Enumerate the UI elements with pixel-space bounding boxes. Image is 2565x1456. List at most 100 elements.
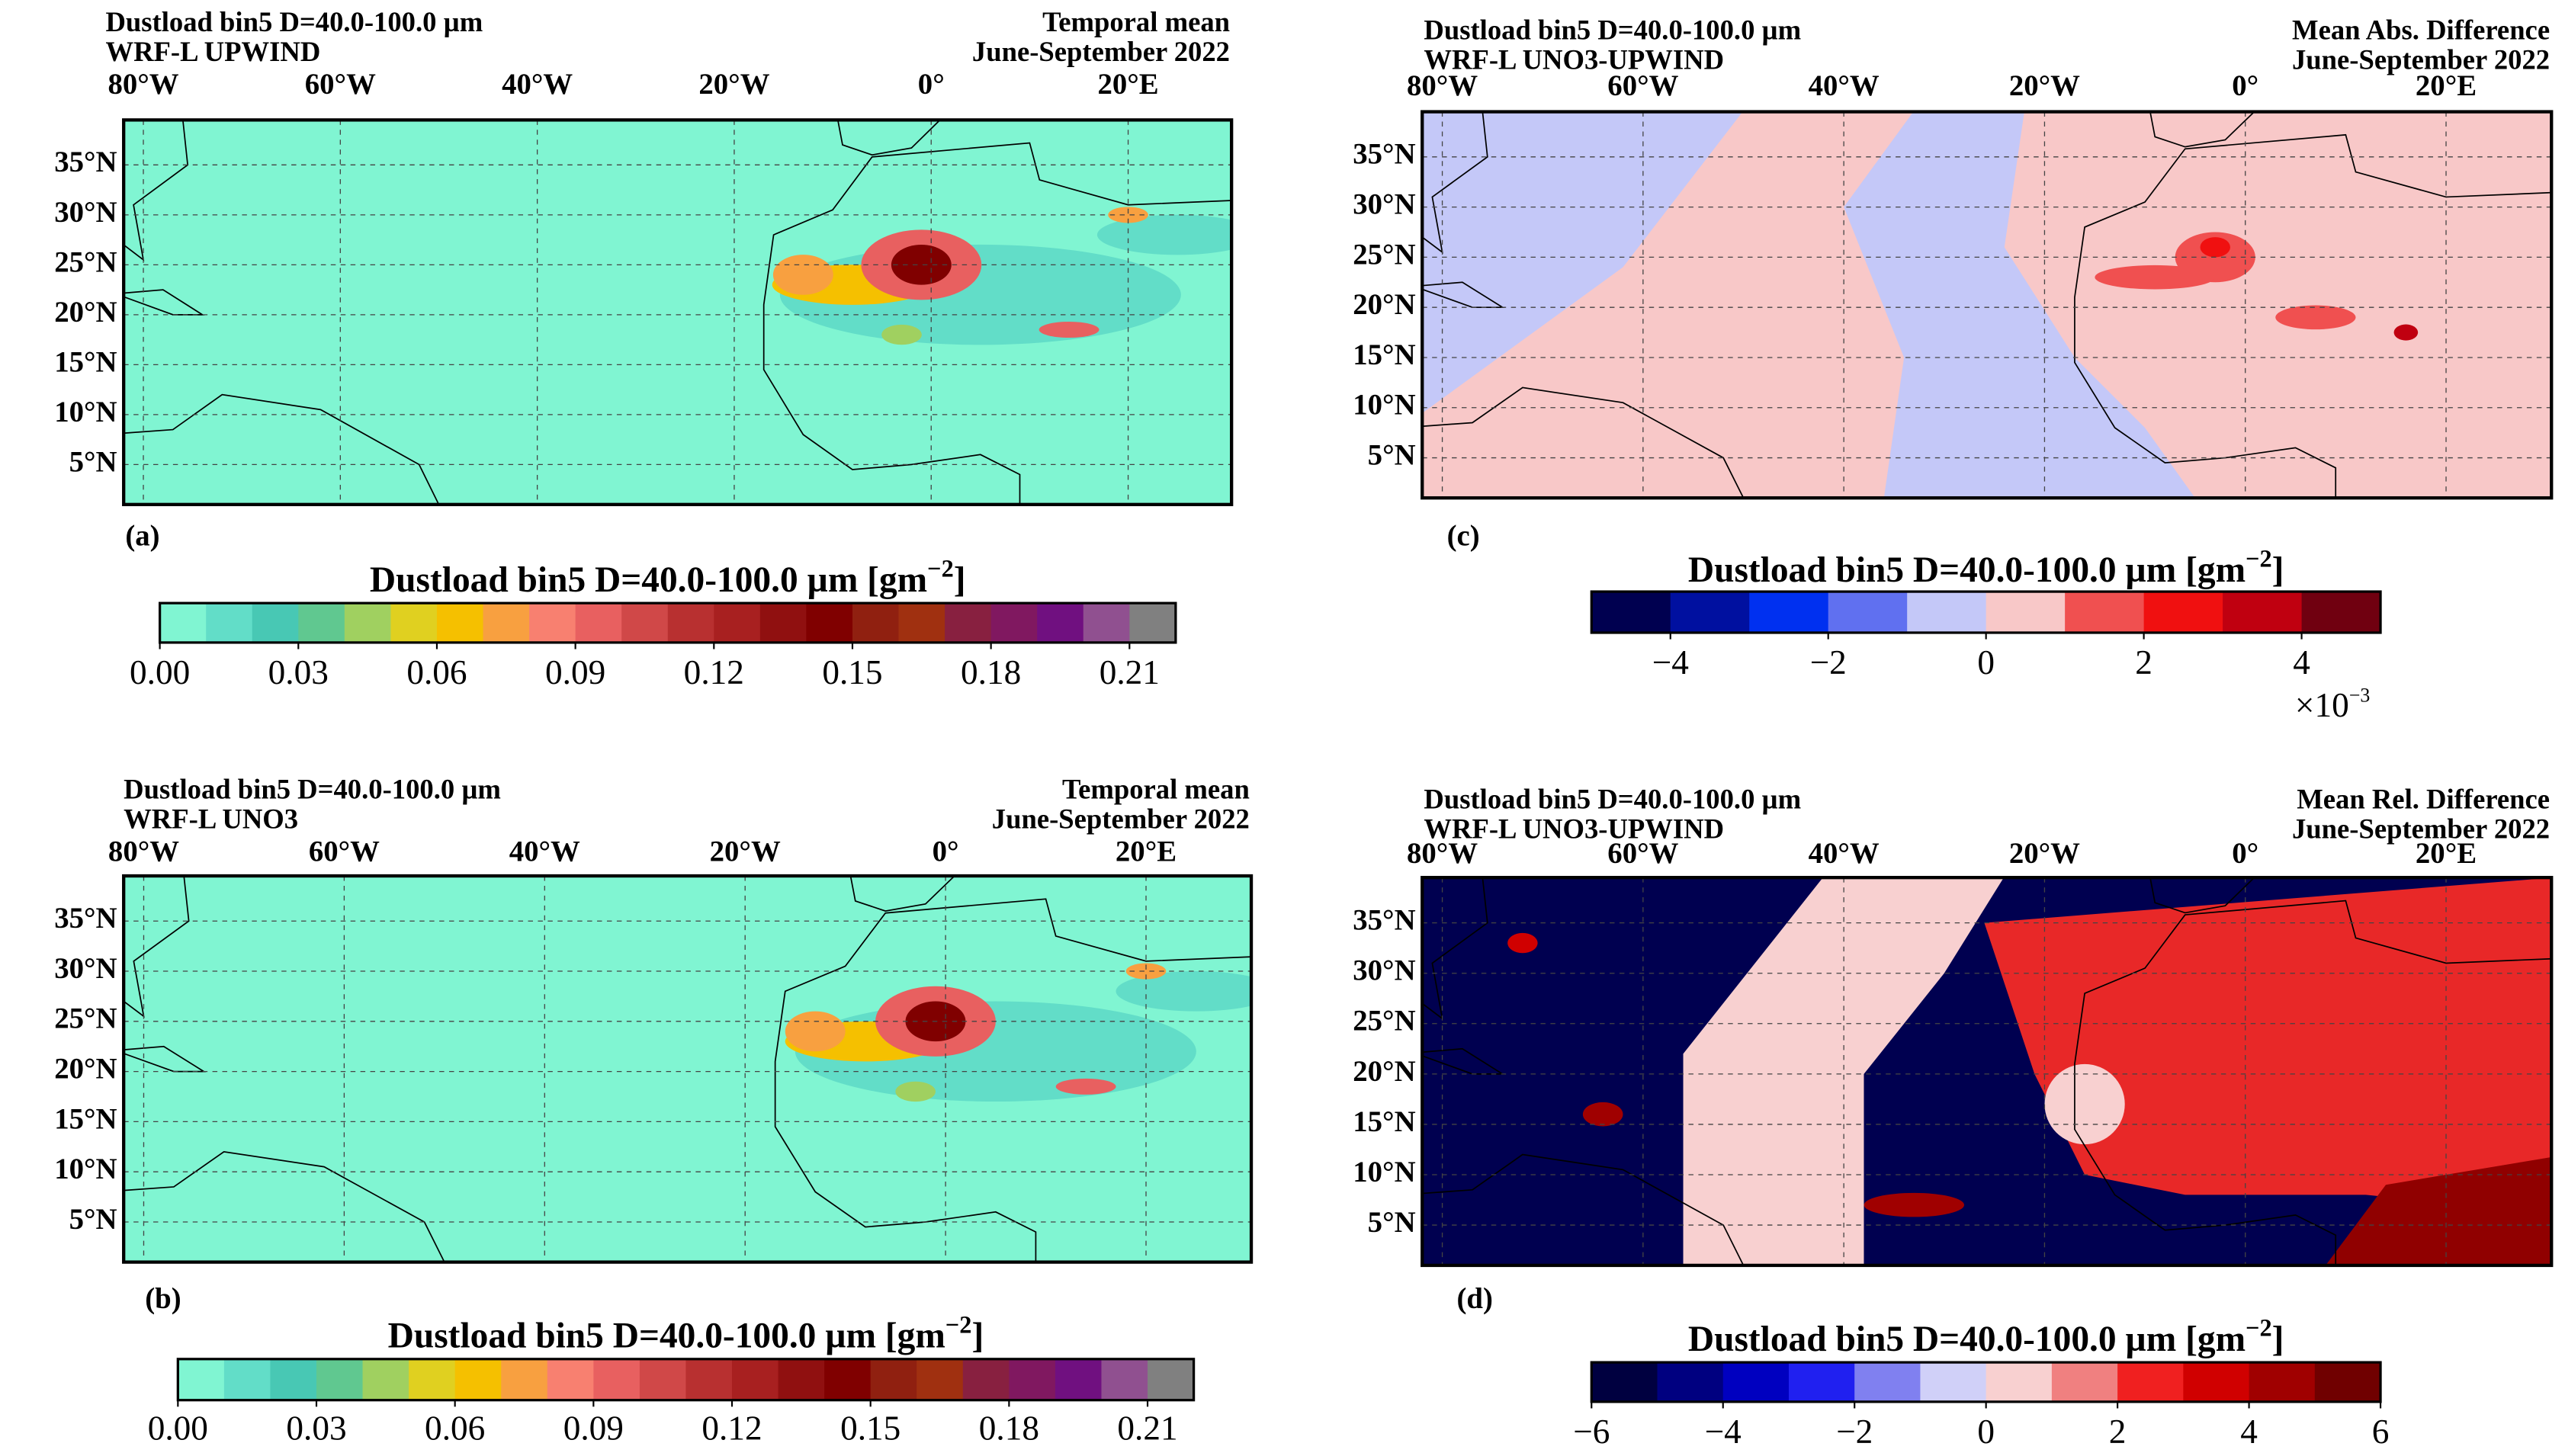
colorbar-title-end: ]: [2272, 1320, 2284, 1359]
lat-label: 20°N: [1353, 288, 1415, 321]
colorbar-segment: [547, 1358, 594, 1400]
panel-subtitle: June-September 2022: [992, 803, 1250, 835]
colorbar-segment: [2183, 1362, 2250, 1402]
region: [2326, 1156, 2552, 1265]
panel-title: WRF-L UPWIND: [105, 36, 320, 67]
map-frame: [1421, 110, 2554, 500]
coastline: [1422, 1153, 1745, 1265]
coastline: [1422, 281, 1505, 309]
region: [1096, 214, 1232, 255]
region: [2004, 111, 2552, 499]
colorbar-segment: [759, 603, 807, 643]
colorbar-segment: [501, 1358, 548, 1400]
colorbar-segment: [1037, 603, 1084, 643]
coastline: [2149, 111, 2255, 148]
colorbar-title-end: ]: [971, 1316, 984, 1356]
coastline: [1422, 1047, 1505, 1075]
colorbar-tick-label: 0.03: [286, 1409, 346, 1447]
colorbar-segment: [1083, 603, 1130, 643]
colorbar-segment: [732, 1358, 779, 1400]
coastline: [1422, 386, 1745, 499]
colorbar-tick-label: 0.09: [563, 1409, 624, 1447]
lon-label: 40°W: [1809, 837, 1880, 870]
colorbar-tick-label: 0.06: [406, 653, 467, 691]
colorbar-segment: [252, 603, 299, 643]
colorbar-title-end: ]: [2272, 550, 2284, 590]
lat-label: 35°N: [1353, 138, 1415, 171]
colorbar-segment: [824, 1358, 872, 1400]
multiplier-exp: −3: [2349, 685, 2371, 707]
lat-label: 20°N: [54, 1053, 117, 1086]
lon-label: 80°W: [108, 835, 179, 868]
colorbar-tick-label: 0.18: [961, 653, 1021, 691]
colorbar-frame: [176, 1358, 1196, 1402]
colorbar-segment: [898, 603, 945, 643]
region: [2275, 305, 2356, 330]
colorbar-segment: [2249, 1362, 2316, 1402]
lat-label: 15°N: [1353, 338, 1415, 371]
colorbar-segment: [1749, 592, 1829, 633]
lat-label: 30°N: [54, 196, 117, 229]
colorbar-segment: [1986, 1362, 2053, 1402]
colorbar-segment: [362, 1358, 409, 1400]
lon-label: 20°E: [1116, 835, 1177, 868]
region: [1055, 1078, 1116, 1095]
colorbar-segment: [2223, 592, 2303, 633]
colorbar-segment: [870, 1358, 917, 1400]
panel-subtitle: June-September 2022: [2292, 813, 2550, 844]
colorbar-segment: [1854, 1362, 1921, 1402]
coastline: [762, 142, 1232, 505]
panel-subtitle: Mean Abs. Difference: [2292, 14, 2550, 46]
colorbar-tick-label: −2: [1810, 643, 1847, 681]
coastline: [124, 1150, 445, 1262]
map: [1422, 111, 2552, 499]
lon-label: 80°W: [1407, 69, 1478, 102]
colorbar-segment: [1148, 1358, 1195, 1400]
colorbar-segment: [436, 603, 484, 643]
colorbar-segment: [390, 603, 438, 643]
lon-label: 60°W: [309, 835, 380, 868]
lon-label: 0°: [2232, 837, 2258, 870]
lat-label: 15°N: [54, 1102, 117, 1135]
region: [1864, 1192, 1965, 1217]
colorbar-tick-label: 0.09: [545, 653, 605, 691]
colorbar-segment: [159, 603, 207, 643]
region: [772, 255, 833, 295]
coastline: [124, 876, 190, 1018]
lat-label: 35°N: [54, 146, 117, 178]
lon-label: 20°W: [710, 835, 781, 868]
lat-label: 15°N: [1353, 1105, 1415, 1138]
colorbar-segment: [1828, 592, 1908, 633]
colorbar-tick-label: 4: [2293, 643, 2310, 681]
lat-label: 25°N: [54, 1002, 117, 1035]
lon-label: 40°W: [509, 835, 580, 868]
colorbar-segment: [1920, 1362, 1987, 1402]
region: [1422, 111, 1914, 499]
panel-subtitle: June-September 2022: [2292, 44, 2550, 75]
map: [124, 120, 1232, 505]
coastline: [849, 876, 956, 912]
map: [124, 876, 1252, 1262]
colorbar-tick-label: 0: [1977, 1413, 1995, 1451]
panel-title: Dustload bin5 D=40.0-100.0 µm: [1424, 784, 1801, 815]
colorbar-title-exp: −2: [927, 555, 954, 582]
panel-subtitle: Temporal mean: [1062, 774, 1250, 805]
colorbar-segment: [667, 603, 714, 643]
lat-label: 5°N: [1368, 438, 1416, 471]
colorbar-segment: [2117, 1362, 2185, 1402]
colorbar-title-text: Dustload bin5 D=40.0-100.0 µm [gm: [370, 560, 927, 600]
region: [881, 324, 922, 345]
colorbar-segment: [685, 1358, 733, 1400]
colorbar-segment: [178, 1358, 225, 1400]
panel-title: Dustload bin5 D=40.0-100.0 µm: [105, 6, 483, 37]
colorbar-segment: [454, 1358, 502, 1400]
lon-label: 20°W: [2009, 69, 2080, 102]
colorbar-segment: [1129, 603, 1177, 643]
colorbar-frame: [159, 601, 1177, 644]
lat-label: 30°N: [1353, 188, 1415, 221]
colorbar-tick-label: 2: [2109, 1413, 2127, 1451]
panel-subtitle: Temporal mean: [1042, 6, 1230, 37]
panel-letter: (b): [145, 1282, 181, 1315]
colorbar-segment: [316, 1358, 364, 1400]
coastline: [124, 1045, 207, 1073]
